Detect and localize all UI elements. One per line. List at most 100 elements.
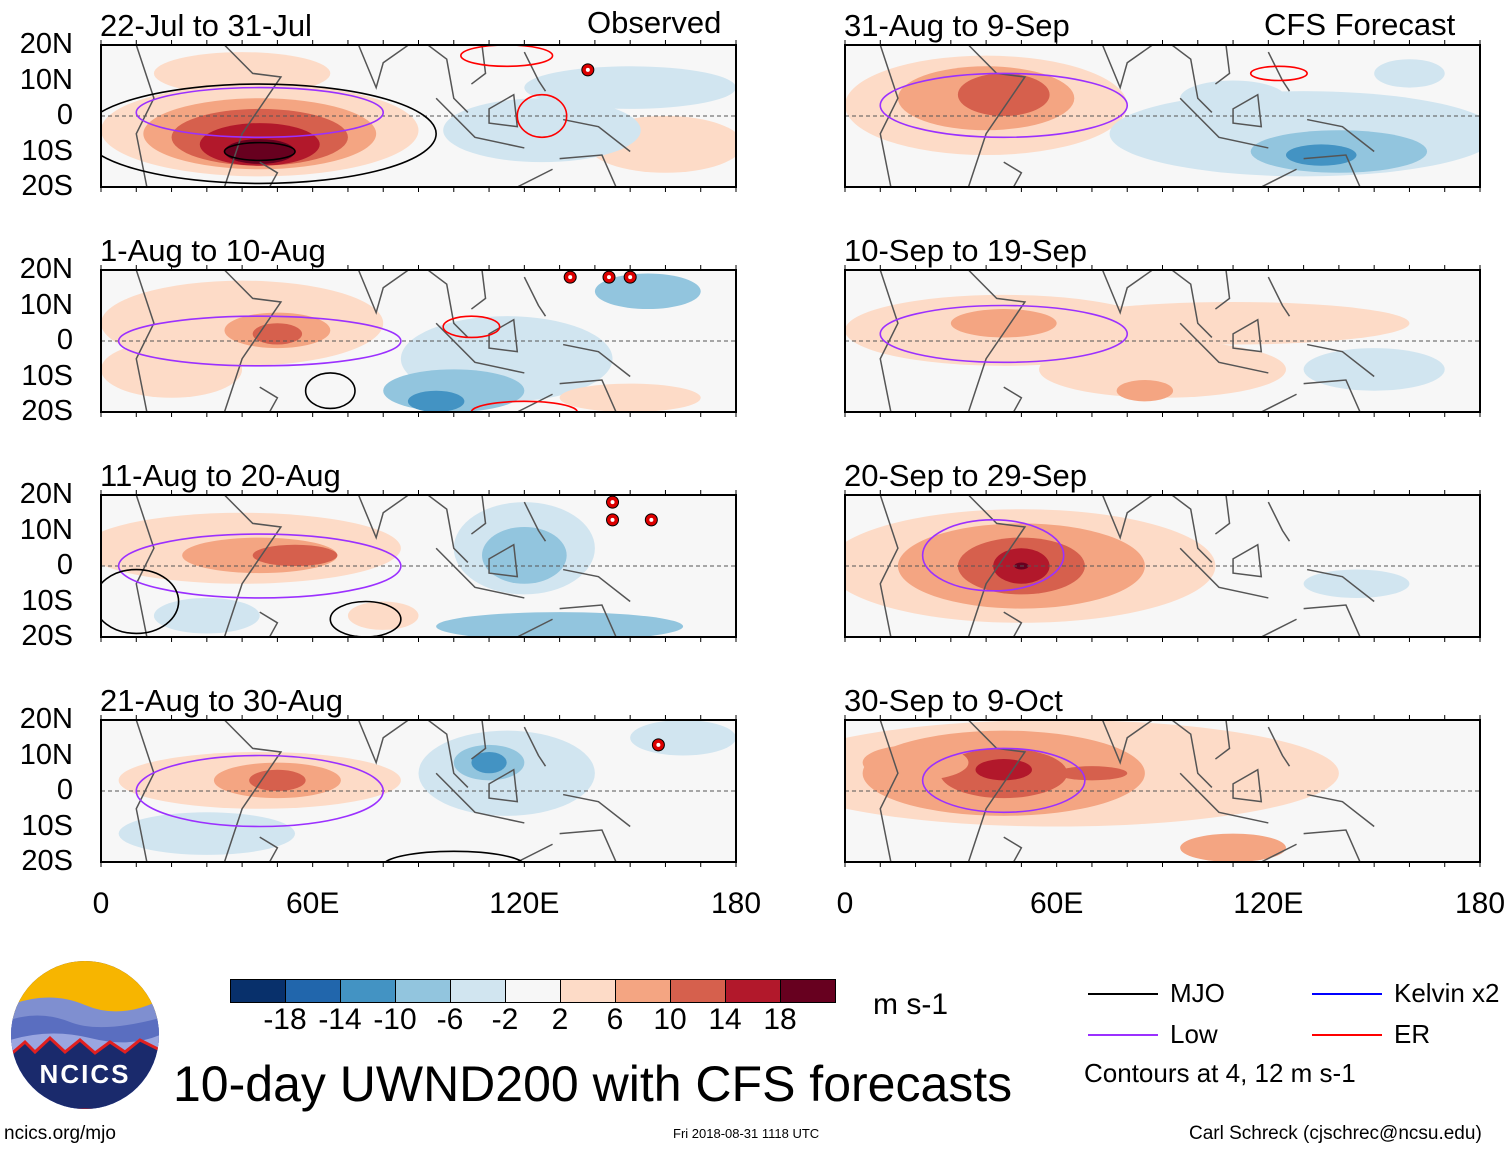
anomaly-shading bbox=[862, 744, 969, 781]
lat-tick-label: 0 bbox=[56, 549, 73, 581]
wave-contour bbox=[117, 533, 402, 599]
colorbar-swatch bbox=[395, 979, 451, 1003]
legend-line bbox=[1088, 1034, 1158, 1036]
panel-title: 1-Aug to 10-Aug bbox=[100, 233, 326, 268]
anomaly-shading bbox=[153, 597, 260, 634]
map-panel bbox=[844, 40, 1481, 192]
colorbar-label: 18 bbox=[763, 1003, 797, 1036]
anomaly-shading bbox=[249, 769, 306, 791]
map-panel bbox=[100, 715, 737, 867]
anomaly-shading bbox=[482, 526, 567, 584]
colorbar-label: 2 bbox=[551, 1003, 569, 1036]
lat-tick-label: 20N bbox=[19, 253, 73, 285]
wave-contour bbox=[921, 519, 1065, 592]
author: Carl Schreck (cjschrec@ncsu.edu) bbox=[1189, 1123, 1482, 1144]
colorbar-swatch bbox=[450, 979, 506, 1003]
panel-title: 20-Sep to 29-Sep bbox=[844, 458, 1088, 493]
anomaly-shading bbox=[559, 383, 701, 412]
anomaly-shading bbox=[1374, 59, 1445, 88]
anomaly-shading bbox=[950, 309, 1057, 338]
map-panel bbox=[100, 265, 737, 417]
wave-contour bbox=[460, 45, 554, 68]
lat-tick-label: 20S bbox=[21, 395, 73, 427]
lat-tick-label: 0 bbox=[56, 324, 73, 356]
colorbar-swatch bbox=[340, 979, 396, 1003]
anomaly-shading bbox=[1180, 833, 1286, 862]
colorbar-label: -6 bbox=[436, 1003, 464, 1036]
colorbar-swatch bbox=[560, 979, 616, 1003]
wave-contour bbox=[470, 400, 579, 412]
colorbar-swatch bbox=[725, 979, 781, 1003]
map-panel bbox=[100, 40, 737, 192]
panel-title: 10-Sep to 19-Sep bbox=[844, 233, 1088, 268]
anomaly-shading bbox=[524, 66, 736, 109]
colorbar-swatch bbox=[615, 979, 671, 1003]
colorbar-label: -10 bbox=[373, 1003, 417, 1036]
panel-title: 22-Jul to 31-Jul bbox=[100, 8, 312, 43]
lat-tick-label: 0 bbox=[56, 774, 73, 806]
colorbar-swatch bbox=[505, 979, 561, 1003]
lat-tick-label: 20S bbox=[21, 620, 73, 652]
tropical-cyclone-icon bbox=[606, 495, 620, 509]
panel-title: 31-Aug to 9-Sep bbox=[844, 8, 1070, 43]
wave-contour bbox=[384, 850, 524, 862]
colorbar-label: -2 bbox=[491, 1003, 519, 1036]
legend-line bbox=[1312, 993, 1382, 995]
tropical-cyclone-icon bbox=[581, 63, 595, 77]
anomaly-shading bbox=[118, 812, 296, 855]
panel-title: 11-Aug to 20-Aug bbox=[100, 458, 341, 493]
tropical-cyclone-icon bbox=[606, 513, 620, 527]
colorbar-label: -14 bbox=[318, 1003, 362, 1036]
lat-tick-label: 10N bbox=[19, 513, 73, 546]
anomaly-shading bbox=[1303, 569, 1410, 598]
lon-tick-label: 180 bbox=[710, 887, 762, 920]
lon-tick-label: 180 bbox=[1454, 887, 1506, 920]
colorbar-label: 10 bbox=[653, 1003, 687, 1036]
tropical-cyclone-icon bbox=[623, 270, 637, 284]
anomaly-shading bbox=[1116, 380, 1174, 402]
wave-contour bbox=[135, 754, 385, 828]
wave-contour bbox=[879, 304, 1129, 364]
tropical-cyclone-icon bbox=[651, 738, 665, 752]
lat-tick-label: 10N bbox=[19, 288, 73, 321]
wave-contour bbox=[101, 83, 437, 185]
logo-text: NCICS bbox=[40, 1059, 131, 1089]
colorbar-label: 6 bbox=[606, 1003, 624, 1036]
anomaly-shading bbox=[443, 98, 641, 163]
anomaly-shading bbox=[224, 139, 296, 164]
anomaly-shading bbox=[975, 759, 1032, 781]
legend-label: MJO bbox=[1170, 978, 1225, 1008]
anomaly-shading bbox=[471, 751, 507, 774]
tropical-cyclone-icon bbox=[602, 270, 616, 284]
lat-tick-label: 20S bbox=[21, 170, 73, 202]
lat-tick-label: 10S bbox=[21, 359, 73, 392]
legend-label: ER bbox=[1394, 1019, 1431, 1049]
wave-contour bbox=[516, 93, 568, 139]
anomaly-shading bbox=[1303, 348, 1445, 391]
lat-tick-label: 20N bbox=[19, 703, 73, 735]
legend-label: Low bbox=[1170, 1019, 1218, 1049]
wave-contour bbox=[921, 747, 1086, 814]
panel-title: 21-Aug to 30-Aug bbox=[100, 683, 344, 718]
anomaly-shading bbox=[101, 341, 243, 398]
colorbar-label: -18 bbox=[263, 1003, 307, 1036]
wave-contour bbox=[442, 315, 501, 339]
site-link[interactable]: ncics.org/mjo bbox=[4, 1123, 116, 1144]
tropical-cyclone-icon bbox=[644, 513, 658, 527]
anomaly-shading bbox=[1039, 341, 1286, 398]
lat-tick-label: 10S bbox=[21, 134, 73, 167]
forecast-label: CFS Forecast bbox=[1264, 7, 1456, 42]
lon-tick-label: 60E bbox=[285, 887, 340, 920]
figure-title: 10-day UWND200 with CFS forecasts bbox=[173, 1056, 1013, 1112]
colorbar-swatch bbox=[670, 979, 726, 1003]
map-panel bbox=[844, 490, 1481, 642]
lon-tick-label: 120E bbox=[489, 887, 560, 920]
lat-tick-label: 20N bbox=[19, 478, 73, 510]
lat-tick-label: 10S bbox=[21, 584, 73, 617]
lon-tick-label: 0 bbox=[92, 887, 110, 920]
lon-tick-label: 120E bbox=[1233, 887, 1304, 920]
anomaly-shading bbox=[1056, 766, 1128, 781]
lat-tick-label: 0 bbox=[56, 99, 73, 131]
lat-tick-label: 10N bbox=[19, 63, 73, 96]
